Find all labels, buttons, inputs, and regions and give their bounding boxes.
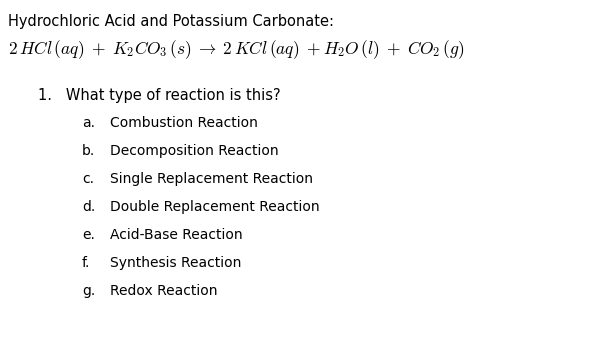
Text: 1.   What type of reaction is this?: 1. What type of reaction is this? xyxy=(38,88,281,103)
Text: c.: c. xyxy=(82,172,94,186)
Text: d.: d. xyxy=(82,200,95,214)
Text: Synthesis Reaction: Synthesis Reaction xyxy=(110,256,242,270)
Text: Redox Reaction: Redox Reaction xyxy=(110,284,217,298)
Text: Acid-Base Reaction: Acid-Base Reaction xyxy=(110,228,243,242)
Text: a.: a. xyxy=(82,116,95,130)
Text: g.: g. xyxy=(82,284,95,298)
Text: Double Replacement Reaction: Double Replacement Reaction xyxy=(110,200,320,214)
Text: f.: f. xyxy=(82,256,91,270)
Text: e.: e. xyxy=(82,228,95,242)
Text: Decomposition Reaction: Decomposition Reaction xyxy=(110,144,279,158)
Text: $2\,\mathit{HCl}\,(\mathit{aq})\;+\;K_2\mathit{CO}_3\,(\mathit{s})\;\rightarrow\: $2\,\mathit{HCl}\,(\mathit{aq})\;+\;K_2\… xyxy=(8,38,465,61)
Text: Single Replacement Reaction: Single Replacement Reaction xyxy=(110,172,313,186)
Text: b.: b. xyxy=(82,144,95,158)
Text: Combustion Reaction: Combustion Reaction xyxy=(110,116,258,130)
Text: Hydrochloric Acid and Potassium Carbonate:: Hydrochloric Acid and Potassium Carbonat… xyxy=(8,14,334,29)
